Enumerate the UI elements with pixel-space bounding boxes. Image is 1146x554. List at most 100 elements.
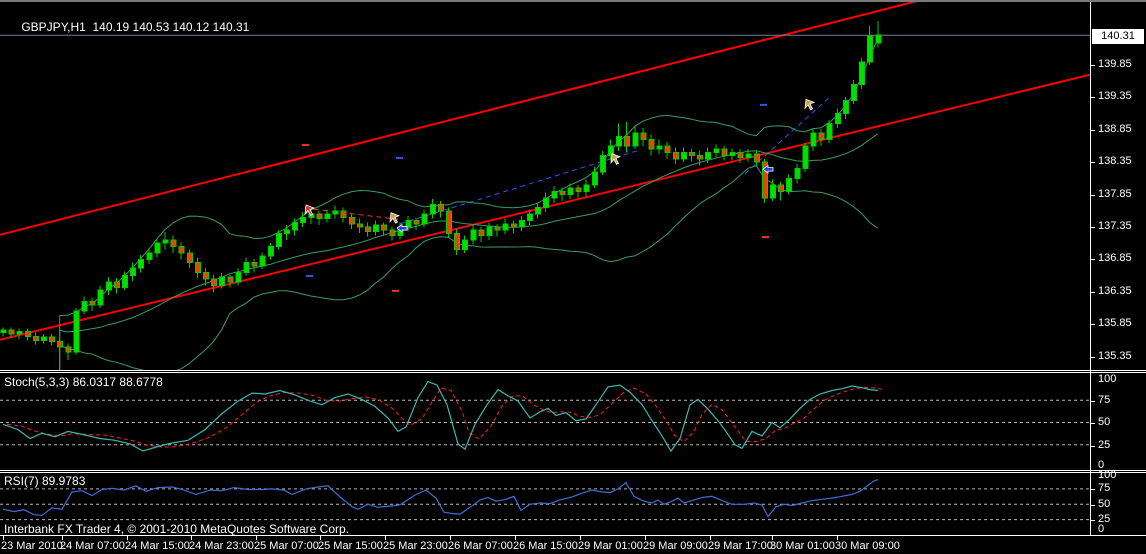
price-axis[interactable]: 140.31 139.85 139.35 138.85 138.35 137.85 137…	[1090, 2, 1146, 535]
candle-bear	[494, 226, 501, 231]
time-axis-label: 29 Mar 17:00	[708, 540, 773, 552]
candle-bear	[89, 301, 96, 306]
candle-bull	[875, 34, 882, 44]
candlestick-series	[0, 20, 882, 360]
axis-tick	[1091, 227, 1095, 228]
candle-bear	[559, 190, 566, 196]
candle-bull	[486, 226, 493, 236]
candle-bull	[527, 213, 533, 222]
axis-tick	[1091, 97, 1095, 98]
rsi-axis-label: 75	[1098, 482, 1111, 494]
arrow-marker[interactable]	[396, 223, 408, 233]
rsi-canvas[interactable]	[0, 473, 1090, 534]
candle-bull	[770, 184, 776, 199]
candle-bear	[203, 271, 209, 280]
stoch-main-line	[2, 380, 879, 453]
stoch-rsi-separator[interactable]	[0, 470, 1146, 471]
rsi-axis-label: 50	[1098, 498, 1111, 510]
candle-bull	[243, 262, 250, 273]
symbol-period-label: GBPJPY,H1	[21, 20, 86, 34]
candle-bull	[583, 184, 590, 192]
candle-bear	[437, 203, 444, 212]
candle-bull	[729, 151, 736, 157]
rsi-line	[2, 479, 879, 518]
axis-tick	[1091, 423, 1095, 424]
candle-bear	[211, 278, 218, 286]
candle-bear	[194, 262, 201, 273]
cursor-arrow-marker[interactable]	[304, 204, 316, 217]
stoch-signal-line	[6, 386, 883, 448]
candle-bull	[97, 289, 104, 306]
price-axis-label: 139.35	[1098, 90, 1132, 102]
dash-marker	[762, 236, 769, 239]
axis-tick	[1091, 259, 1095, 260]
price-axis-label: 136.35	[1098, 285, 1132, 297]
dash-marker	[760, 103, 767, 106]
candle-bull	[146, 252, 153, 260]
candle-bear	[65, 346, 72, 353]
time-axis-label: 23 Mar 2010	[1, 540, 63, 552]
candle-bull	[518, 220, 525, 228]
time-axis-tick	[256, 536, 257, 540]
time-axis-tick	[515, 536, 516, 540]
candle-bull	[859, 61, 866, 85]
candle-bull	[826, 122, 833, 141]
price-axis-label: 138.35	[1098, 155, 1132, 167]
time-axis-tick	[320, 536, 321, 540]
time-axis-tick	[385, 536, 386, 540]
candle-bear	[316, 213, 323, 220]
time-axis[interactable]: 23 Mar 2010 24 Mar 07:00 24 Mar 15:00 24 Ma…	[0, 536, 1146, 554]
candle-bear	[640, 132, 647, 141]
price-axis-label: 138.85	[1098, 123, 1132, 135]
cursor-arrow-marker[interactable]	[804, 98, 816, 111]
candle-bear	[340, 210, 347, 218]
main-stoch-separator[interactable]	[0, 370, 1146, 371]
candle-bear	[575, 187, 582, 192]
trendline-channel-upper[interactable]	[0, 2, 933, 236]
candle-bull	[292, 221, 299, 231]
stochastic-canvas[interactable]	[0, 374, 1090, 469]
candle-bull	[470, 229, 477, 241]
candle-bull	[405, 220, 412, 228]
candle-bear	[57, 341, 64, 348]
chart-title: GBPJPY,H1 140.19 140.53 140.12 140.31	[8, 6, 249, 48]
candle-bear	[721, 148, 728, 157]
arrow-marker[interactable]	[762, 164, 774, 174]
main-chart-canvas[interactable]	[0, 2, 1090, 370]
axis-tick	[1091, 324, 1095, 325]
candle-bear	[510, 223, 517, 228]
dash-marker	[396, 157, 403, 160]
candle-bull	[502, 223, 509, 231]
candle-bear	[356, 223, 363, 228]
candle-bear	[697, 155, 704, 160]
time-axis-tick	[62, 536, 63, 540]
candle-bull	[851, 83, 857, 102]
candle-bull	[867, 35, 874, 63]
rsi-axis-label: 0	[1098, 523, 1105, 535]
candle-bull	[219, 276, 226, 286]
candle-bear	[413, 220, 420, 225]
candle-bear	[478, 229, 485, 236]
candle-bull	[705, 151, 712, 160]
stoch-axis-label: 50	[1098, 416, 1111, 428]
candle-bull	[551, 190, 558, 199]
dash-marker	[392, 289, 399, 292]
time-axis-tick	[191, 536, 192, 540]
candle-bull	[81, 301, 88, 312]
candle-bear	[32, 336, 39, 341]
candle-bull	[267, 245, 274, 257]
candle-bear	[689, 151, 695, 157]
cursor-arrow-marker[interactable]	[610, 153, 622, 165]
candle-bull	[154, 242, 161, 254]
cursor-arrow-marker[interactable]	[389, 212, 401, 224]
candle-bull	[324, 213, 331, 220]
candle-bull	[429, 203, 436, 215]
candle-bear	[348, 216, 355, 225]
candle-bear	[113, 281, 120, 288]
dash-markers	[302, 103, 769, 292]
candle-bull	[73, 310, 80, 353]
candle-bull	[599, 155, 606, 173]
axis-tick	[1091, 401, 1095, 402]
copyright-text: Interbank FX Trader 4, © 2001-2010 MetaQ…	[4, 522, 350, 536]
rsi-label: RSI(7) 89.9783	[4, 474, 86, 488]
